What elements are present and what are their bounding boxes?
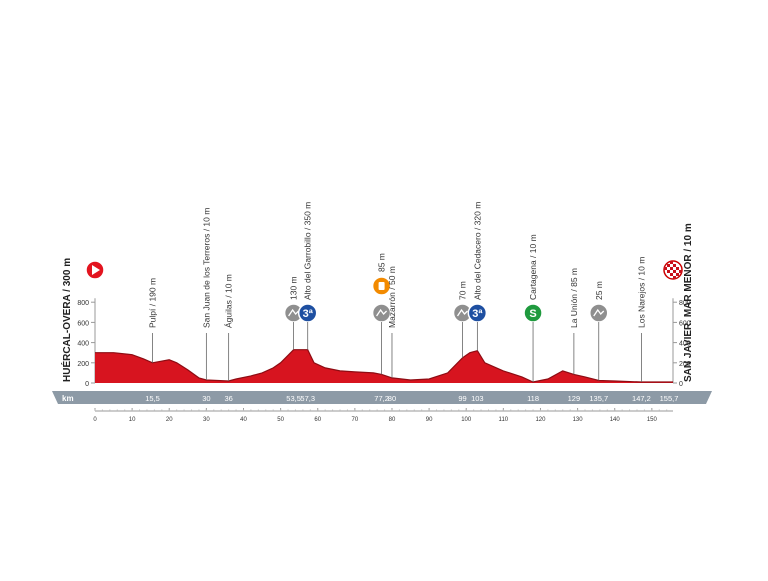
waypoint-label: 25 m xyxy=(594,281,604,300)
y-tick-label: 400 xyxy=(77,341,89,348)
feed-glyph xyxy=(378,282,385,290)
waypoint-km: 129 xyxy=(568,394,581,403)
finish-check xyxy=(664,267,667,270)
x-tick-label: 70 xyxy=(352,417,359,423)
km-strip xyxy=(52,391,712,404)
start-arrow xyxy=(92,265,100,275)
icon-badge: 3ª xyxy=(472,308,483,320)
x-tick-label: 60 xyxy=(314,417,321,423)
elevation-area xyxy=(95,349,673,383)
endpoint-label: SAN JAVIER. MAR MENOR / 10 m xyxy=(683,223,694,382)
waypoint-km: 103 xyxy=(471,394,484,403)
waypoint-km: 15,5 xyxy=(145,394,160,403)
waypoint-label: Alto del Cedacero / 320 m xyxy=(472,202,482,300)
finish-check xyxy=(673,270,676,273)
waypoint-km: 135,7 xyxy=(589,394,608,403)
y-tick-label: 0 xyxy=(679,381,683,388)
waypoint-label: Los Narejos / 10 m xyxy=(636,257,646,328)
x-tick-label: 130 xyxy=(573,417,584,423)
finish-check xyxy=(673,276,676,279)
icon-badge: S xyxy=(529,308,536,320)
finish-check xyxy=(679,270,682,273)
x-tick-label: 80 xyxy=(389,417,396,423)
y-tick-label: 0 xyxy=(85,381,89,388)
y-tick-label: 600 xyxy=(679,320,691,327)
waypoint-label: 70 m xyxy=(458,281,468,300)
waypoint-km: 147,2 xyxy=(632,394,651,403)
finish-check xyxy=(670,261,673,264)
waypoint-km: 77,2 xyxy=(374,394,389,403)
climb-icon xyxy=(589,303,609,323)
x-tick-label: 10 xyxy=(129,417,136,423)
x-tick-label: 100 xyxy=(461,417,472,423)
waypoint-label: Alto del Garrobillo / 350 m xyxy=(303,202,313,300)
x-tick-label: 20 xyxy=(166,417,173,423)
finish-check xyxy=(676,273,679,276)
waypoint-km: 57,3 xyxy=(300,394,315,403)
finish-check xyxy=(667,270,670,273)
climb-glyph xyxy=(593,308,605,317)
waypoint-label: 130 m xyxy=(289,276,299,300)
endpoint-label: HUÉRCAL-OVERA / 300 m xyxy=(60,258,73,382)
waypoint-km: 30 xyxy=(202,394,210,403)
x-tick-label: 90 xyxy=(426,417,433,423)
finish-check xyxy=(673,264,676,267)
waypoint-label: La Unión / 85 m xyxy=(569,268,579,328)
x-tick-label: 110 xyxy=(499,417,509,423)
waypoint-label: Pulpí / 190 m xyxy=(148,278,158,328)
x-tick-label: 120 xyxy=(535,417,546,423)
x-tick-label: 140 xyxy=(610,417,621,423)
y-tick-label: 400 xyxy=(679,341,691,348)
waypoint-km: 36 xyxy=(224,394,232,403)
x-tick-label: 150 xyxy=(647,417,658,423)
waypoint-km: 53,5 xyxy=(286,394,301,403)
y-tick-label: 200 xyxy=(77,361,89,368)
elevation-edge xyxy=(95,349,673,383)
finish-check xyxy=(670,267,673,270)
waypoint-label: Cartagena / 10 m xyxy=(528,234,538,300)
km-caption: km xyxy=(62,394,74,403)
waypoint-label: 85 m xyxy=(377,253,387,272)
y-tick-label: 200 xyxy=(679,361,691,368)
finish-check xyxy=(676,267,679,270)
climb-glyph xyxy=(288,308,300,317)
x-tick-label: 40 xyxy=(240,417,247,423)
icon-badge: 3ª xyxy=(303,308,314,320)
x-tick-label: 30 xyxy=(203,417,210,423)
waypoint-km: 80 xyxy=(388,394,396,403)
finish-check xyxy=(667,264,670,267)
y-tick-label: 800 xyxy=(679,300,691,307)
climb-glyph xyxy=(376,308,388,317)
waypoint-km: 118 xyxy=(527,394,539,403)
climb-glyph xyxy=(456,308,468,317)
waypoint-km: 155,7 xyxy=(660,394,679,403)
waypoint-label: Águilas / 10 m xyxy=(224,274,234,328)
x-tick-label: 50 xyxy=(277,417,284,423)
waypoint-label: Mazarrón / 50 m xyxy=(387,266,397,328)
waypoint-km: 99 xyxy=(458,394,466,403)
x-tick-label: 0 xyxy=(93,417,97,423)
waypoint-label: San Juan de los Terreros / 10 m xyxy=(201,208,211,328)
y-tick-label: 800 xyxy=(77,300,89,307)
finish-check xyxy=(670,273,673,276)
y-tick-label: 600 xyxy=(77,320,89,327)
